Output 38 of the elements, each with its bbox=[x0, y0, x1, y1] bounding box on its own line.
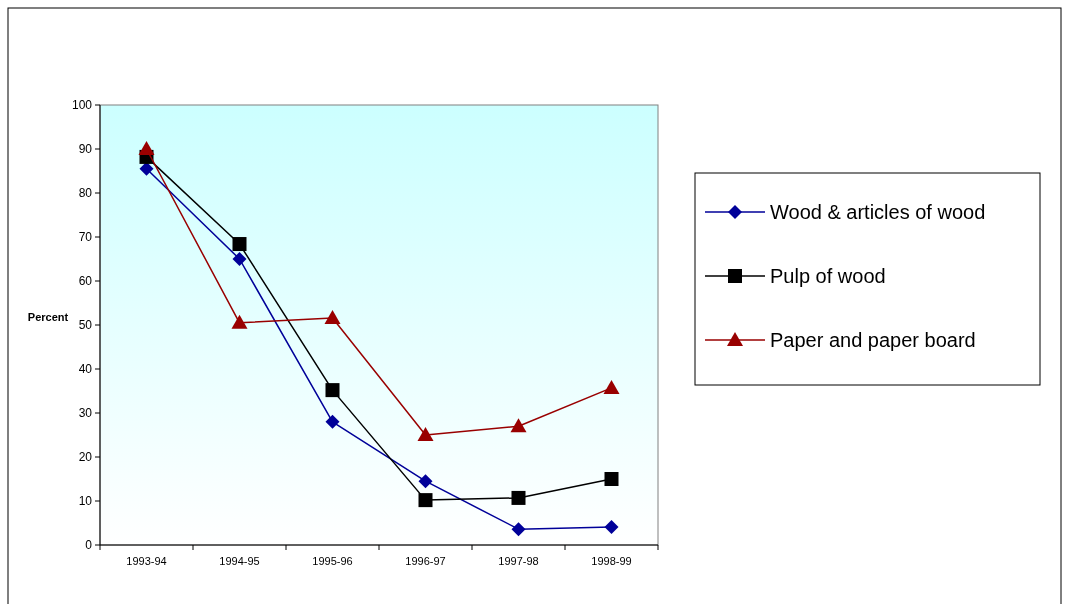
legend-label: Wood & articles of wood bbox=[770, 201, 986, 223]
legend-label: Pulp of wood bbox=[770, 265, 886, 287]
y-tick-label: 0 bbox=[85, 538, 93, 553]
point bbox=[139, 161, 154, 176]
point bbox=[231, 314, 248, 329]
y-tick-label: 50 bbox=[78, 318, 93, 333]
y-tick-label: 30 bbox=[78, 406, 93, 421]
y-tick-label: 60 bbox=[78, 274, 93, 289]
point bbox=[138, 141, 155, 155]
y-tick-label: 90 bbox=[78, 142, 93, 157]
x-tick-label: 1996-97 bbox=[405, 555, 446, 567]
x-tick-label: 1995-96 bbox=[312, 555, 353, 567]
x-tick-label: 1993-94 bbox=[126, 555, 167, 567]
point bbox=[324, 309, 341, 324]
x-tick-label: 1994-95 bbox=[219, 555, 260, 567]
y-tick-label: 20 bbox=[78, 450, 93, 465]
point bbox=[418, 474, 433, 489]
point bbox=[511, 490, 526, 505]
legend-label: Paper and paper board bbox=[770, 329, 976, 351]
point bbox=[325, 414, 340, 429]
y-axis-title: Percent bbox=[27, 311, 69, 323]
point bbox=[604, 472, 619, 486]
point bbox=[604, 519, 619, 534]
x-tick-label: 1998-99 bbox=[591, 555, 632, 567]
point bbox=[418, 493, 433, 508]
point bbox=[232, 237, 247, 252]
y-tick-label: 100 bbox=[71, 98, 93, 113]
y-tick-label: 10 bbox=[78, 494, 93, 509]
y-tick-label: 80 bbox=[78, 186, 93, 201]
point bbox=[603, 379, 620, 394]
point bbox=[511, 522, 526, 537]
y-tick-label: 40 bbox=[78, 362, 93, 377]
x-tick-label: 1997-98 bbox=[498, 555, 539, 567]
point bbox=[232, 252, 247, 266]
point bbox=[510, 418, 527, 433]
point bbox=[417, 427, 434, 441]
y-tick-label: 70 bbox=[78, 230, 93, 245]
point bbox=[325, 383, 340, 398]
